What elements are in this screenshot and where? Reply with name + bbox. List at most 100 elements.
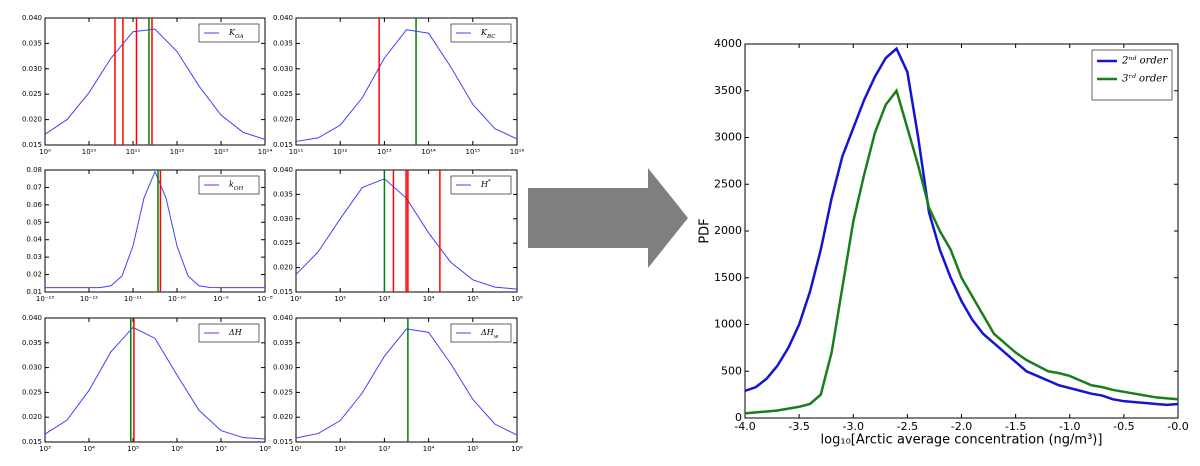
x-tick-label: 10⁷	[215, 445, 227, 453]
x-tick-label: 10¹¹	[289, 148, 304, 156]
y-tick-label: 0.035	[273, 190, 293, 198]
panel: 0.015 0.020 0.025 0.030 0.035 0.040 10¹ 10² 10³ 1…	[273, 166, 523, 303]
y-tick-label: 0.025	[22, 388, 42, 396]
x-tick-label: 10⁶	[511, 295, 523, 303]
y-tick-label: 0.040	[273, 14, 293, 22]
y-tick-label: 0.07	[26, 183, 42, 191]
x-tick-label: 10⁻¹²	[80, 295, 98, 303]
y-tick-label: 0.04	[26, 236, 42, 244]
x-tick-label: 10⁶	[171, 445, 183, 453]
y-tick-label: 0.015	[273, 288, 293, 296]
panel: 0.015 0.020 0.025 0.030 0.035 0.040 10⁹ 10¹⁰ 10¹…	[22, 14, 272, 156]
x-tick-label: 10⁵	[467, 445, 479, 453]
y-tick-label: 0.02	[26, 271, 42, 279]
x-tick-label: 10¹⁶	[510, 148, 525, 156]
x-tick-label: 10¹	[290, 445, 302, 453]
y-tick-label: 0.030	[273, 364, 293, 372]
panel: 0.015 0.020 0.025 0.030 0.035 0.040 10¹¹ 10¹² 10…	[273, 14, 524, 156]
legend-box	[198, 175, 260, 195]
y-tick-label: 0.020	[22, 116, 42, 124]
y-tick-label: 3500	[714, 84, 742, 97]
y-tick-label: 4000	[714, 37, 742, 50]
y-tick-label: 0.020	[22, 413, 42, 421]
x-tick-label: 10⁸	[259, 445, 271, 453]
y-tick-label: 0.030	[273, 215, 293, 223]
y-tick-label: 1500	[714, 271, 742, 284]
x-tick-label: -0.5	[1113, 420, 1134, 433]
y-tick-label: 2500	[714, 177, 742, 190]
x-tick-label: 10⁻¹³	[36, 295, 54, 303]
y-tick-label: 0.03	[26, 253, 42, 261]
x-tick-label: 10²	[334, 295, 346, 303]
x-tick-label: -1.5	[1005, 420, 1026, 433]
y-tick-label: 0.040	[22, 314, 42, 322]
series-line	[44, 28, 266, 140]
x-tick-label: 10³	[379, 295, 391, 303]
x-tick-label: 10¹³	[377, 148, 392, 156]
y-tick-label: 0.025	[22, 90, 42, 98]
x-tick-label: 10¹⁴	[258, 148, 273, 156]
y-tick-label: 0.025	[273, 90, 293, 98]
legend-label: KOA	[228, 28, 244, 40]
legend-label: 3ʳᵈ order	[1122, 74, 1168, 85]
panel: 0.015 0.020 0.025 0.030 0.035 0.040 10¹ 10² 10³ 1…	[273, 314, 523, 453]
x-tick-label: 10⁴	[423, 445, 435, 453]
x-tick-label: 10⁻¹⁰	[168, 295, 186, 303]
x-tick-label: 10⁵	[467, 295, 479, 303]
y-tick-label: 0.08	[26, 166, 42, 174]
legend-label: ΔH	[228, 328, 243, 337]
y-tick-label: 0.040	[273, 314, 293, 322]
y-tick-label: 0.015	[22, 438, 42, 446]
x-tick-label: 10⁴	[83, 445, 95, 453]
x-tick-label: 10⁻⁹	[213, 295, 229, 303]
x-tick-label: -2.0	[951, 420, 972, 433]
x-tick-label: 10⁵	[127, 445, 139, 453]
y-axis-label: PDF	[698, 218, 713, 243]
y-tick-label: 0.020	[273, 116, 293, 124]
x-tick-label: 10³	[379, 445, 391, 453]
x-tick-label: 10⁴	[423, 295, 435, 303]
y-tick-label: 0.035	[273, 39, 293, 47]
y-tick-label: 0.06	[26, 201, 42, 209]
y-tick-label: 0.020	[273, 264, 293, 272]
series-line	[744, 88, 1179, 415]
x-tick-label: 10³	[39, 445, 51, 453]
x-tick-label: 10¹²	[333, 148, 348, 156]
arrow	[528, 168, 688, 268]
x-tick-label: 10⁻¹¹	[124, 295, 142, 303]
legend-box	[450, 323, 512, 343]
y-tick-label: 0.035	[22, 339, 42, 347]
y-tick-label: 0.015	[22, 141, 42, 149]
x-tick-label: -4.0	[734, 420, 755, 433]
legend-label: ΔHw	[480, 328, 499, 340]
legend-label: H*	[480, 179, 491, 190]
legend-label: kOH	[229, 180, 243, 192]
panel: 0 500 1000 1500 2000 2500 3000 3500 4000 -4.0 -3.5…	[698, 37, 1189, 448]
legend-box	[198, 323, 260, 343]
y-tick-label: 0.05	[26, 218, 42, 226]
legend-label: 2ⁿᵈ order	[1121, 56, 1169, 67]
series-line	[744, 46, 1179, 407]
y-tick-label: 0	[735, 411, 742, 424]
y-tick-label: 0.030	[273, 65, 293, 73]
x-tick-label: -1.0	[1059, 420, 1080, 433]
legend-box	[1091, 49, 1173, 101]
y-tick-label: 0.030	[22, 65, 42, 73]
plot-frame	[744, 43, 1179, 419]
y-tick-label: 0.035	[22, 39, 42, 47]
y-tick-label: 0.020	[273, 413, 293, 421]
y-tick-label: 0.015	[273, 438, 293, 446]
x-tick-label: 10¹	[290, 295, 302, 303]
x-tick-label: 10¹⁴	[421, 148, 436, 156]
y-tick-label: 3000	[714, 131, 742, 144]
panel: 0.01 0.02 0.03 0.04 0.05 0.06 0.07 0.08 10⁻¹³ 10⁻…	[26, 166, 272, 303]
legend-label: KBC	[480, 28, 496, 40]
y-tick-label: 0.030	[22, 364, 42, 372]
y-tick-label: 2000	[714, 224, 742, 237]
x-tick-label: 10¹⁰	[82, 148, 97, 156]
series-line	[44, 326, 266, 440]
x-tick-label: 10¹²	[170, 148, 185, 156]
x-axis-label: log₁₀[Arctic average concentration (ng/m…	[821, 433, 1103, 448]
